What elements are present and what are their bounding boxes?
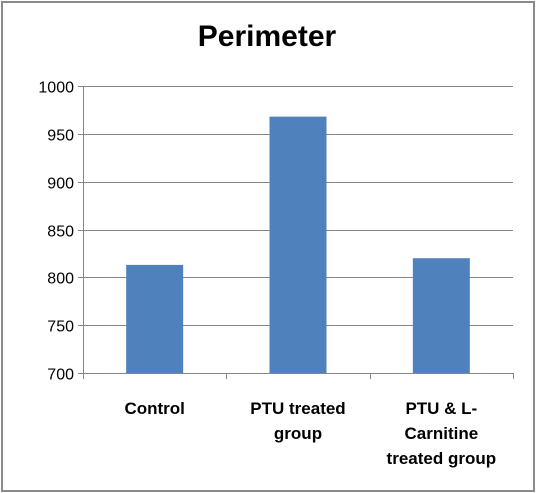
y-tick-label-850: 850 bbox=[47, 224, 74, 241]
y-axis-ticks: 700 750 800 850 900 950 1000 bbox=[38, 80, 74, 384]
y-tick-label-700: 700 bbox=[47, 367, 74, 384]
x-category-label-1: PTU treated group bbox=[250, 399, 345, 443]
bar-0 bbox=[126, 264, 184, 373]
axes bbox=[78, 86, 514, 379]
x-category-label-0: Control bbox=[124, 399, 184, 418]
y-tick-label-800: 800 bbox=[47, 271, 74, 288]
y-tick-label-900: 900 bbox=[47, 176, 74, 193]
y-tick-label-750: 750 bbox=[47, 319, 74, 336]
bars bbox=[126, 116, 470, 373]
y-tick-label-1000: 1000 bbox=[38, 80, 74, 97]
bar-1 bbox=[269, 116, 327, 373]
chart-title: Perimeter bbox=[197, 20, 337, 53]
y-tick-label-950: 950 bbox=[47, 128, 74, 145]
x-category-label-2: PTU & L-Carnitine treated group bbox=[387, 399, 497, 468]
x-axis-category-labels: Control PTU treated group PTU & L-Carnitine… bbox=[124, 399, 496, 468]
bar-2 bbox=[412, 258, 470, 373]
